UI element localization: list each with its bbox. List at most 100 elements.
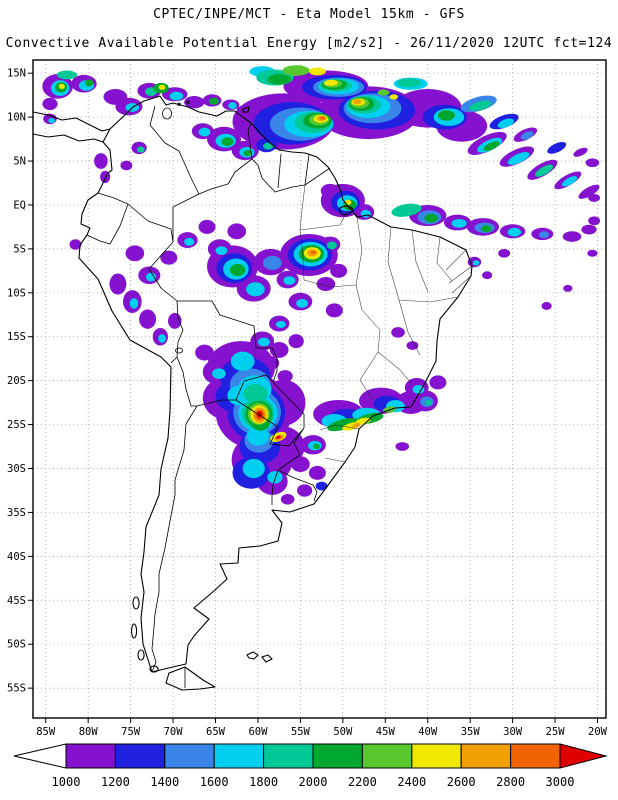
cape-cell — [42, 97, 58, 111]
cape-cell — [228, 102, 237, 110]
cape-cell — [397, 78, 421, 88]
cape-cell — [208, 97, 219, 105]
colorbar-segment — [510, 743, 561, 769]
lat-tick-label: 25S — [7, 419, 26, 431]
colorbar-segment — [411, 743, 462, 769]
cape-cell — [296, 298, 309, 308]
lon-tick-label: 40W — [418, 726, 438, 738]
map-geography — [33, 95, 473, 691]
lon-tick-label: 20W — [588, 726, 608, 738]
cape-cell — [291, 456, 310, 473]
cape-cell — [507, 227, 522, 237]
cape-cell — [377, 89, 390, 96]
lon-tick-label: 55W — [291, 726, 311, 738]
cape-cell — [316, 276, 336, 292]
cape-cell — [562, 231, 582, 242]
chart-title: CPTEC/INPE/MCT - Eta Model 15km - GFS — [153, 7, 465, 22]
cape-cell — [243, 150, 253, 157]
cape-cell — [229, 263, 246, 277]
chart-subtitle: Convective Available Potential Energy [m… — [6, 36, 613, 51]
cape-cell — [212, 368, 226, 379]
cape-cell — [263, 142, 274, 150]
colorbar-tick-label: 2200 — [348, 775, 377, 789]
cape-cell — [308, 67, 326, 76]
colorbar-below-arrow — [13, 743, 67, 769]
lon-tick-label: 65W — [206, 726, 226, 738]
cape-cell — [297, 484, 313, 497]
cape-cell — [412, 385, 425, 394]
cape-cell — [561, 176, 578, 187]
cape-cell — [320, 183, 340, 198]
cape-cell — [481, 225, 492, 233]
cape-cell — [267, 471, 283, 484]
cape-cell — [242, 458, 265, 479]
cape-cell — [58, 83, 65, 89]
cape-field — [42, 65, 601, 505]
cape-cell — [319, 116, 326, 120]
lat-tick-label: 10S — [7, 287, 26, 299]
cape-cell — [263, 255, 282, 270]
cape-cell — [282, 65, 310, 76]
lat-tick-label: EQ — [13, 199, 26, 211]
lon-tick-label: 60W — [248, 726, 268, 738]
lon-tick-label: 85W — [36, 726, 56, 738]
colorbar-segment — [263, 743, 314, 769]
cape-cell — [48, 117, 56, 124]
map-frame — [32, 59, 607, 719]
cape-cell — [313, 443, 320, 450]
cape-cell — [169, 91, 184, 101]
colorbar-tick-label: 3000 — [546, 775, 575, 789]
cape-cell — [184, 96, 205, 109]
coastline-tierra-del-fuego — [165, 666, 216, 691]
cape-cell — [578, 184, 600, 199]
cape-cell — [563, 284, 573, 292]
cape-cell — [395, 442, 410, 451]
cape-cell — [498, 248, 511, 258]
cape-cell — [69, 239, 82, 250]
colorbar-tick-label: 1600 — [200, 775, 229, 789]
cape-cell — [520, 131, 534, 140]
lon-tick-label: 30W — [503, 726, 523, 738]
cape-cell — [195, 344, 214, 361]
cape-cell — [129, 298, 139, 309]
state-borders — [299, 184, 473, 463]
lat-tick-label: 15S — [7, 331, 26, 343]
cape-cell — [160, 250, 178, 265]
cape-cell — [391, 203, 422, 217]
cape-cell — [581, 224, 597, 235]
cape-cell — [198, 127, 211, 137]
lon-tick-label: 45W — [376, 726, 396, 738]
colorbar: 1000 1200 1400 1600 1800 2000 2200 2400 2600 2800… — [13, 743, 608, 789]
colorbar-segment — [114, 743, 166, 769]
cape-cell — [184, 237, 195, 246]
lat-tick-label: 30S — [7, 463, 26, 475]
lat-tick-label: 5N — [13, 156, 26, 168]
cape-cell — [538, 231, 550, 239]
lat-tick-label: 20S — [7, 375, 26, 387]
cape-cell — [288, 334, 304, 349]
lon-tick-label: 50W — [333, 726, 353, 738]
cape-cell — [483, 141, 500, 151]
cape-cell — [198, 219, 216, 234]
colorbar-tick-label: 1000 — [52, 775, 81, 789]
lat-tick-label: 55S — [7, 683, 26, 695]
axes: 85W 80W 75W 70W 65W 60W 55W 50W 45W 40W 35W 30W 25W 2… — [7, 68, 608, 738]
colorbar-tick-label: 1400 — [150, 775, 179, 789]
cape-cell — [451, 219, 467, 228]
cape-cell — [547, 141, 567, 154]
colorbar-segment — [65, 743, 116, 769]
lat-tick-label: 35S — [7, 507, 26, 519]
cape-cell — [534, 164, 554, 177]
cape-cell — [391, 327, 405, 338]
cape-cell — [587, 249, 598, 257]
colorbar-tick-label: 1800 — [249, 775, 278, 789]
cape-cell — [94, 153, 108, 169]
colorbar-above-arrow — [559, 743, 608, 769]
lon-tick-label: 70W — [164, 726, 184, 738]
lat-tick-label: 5S — [13, 243, 26, 255]
cape-cell — [221, 137, 234, 147]
cape-cell — [283, 276, 296, 285]
lat-tick-label: 45S — [7, 595, 26, 607]
cape-cell — [84, 79, 94, 87]
lat-tick-label: 15N — [7, 68, 26, 80]
